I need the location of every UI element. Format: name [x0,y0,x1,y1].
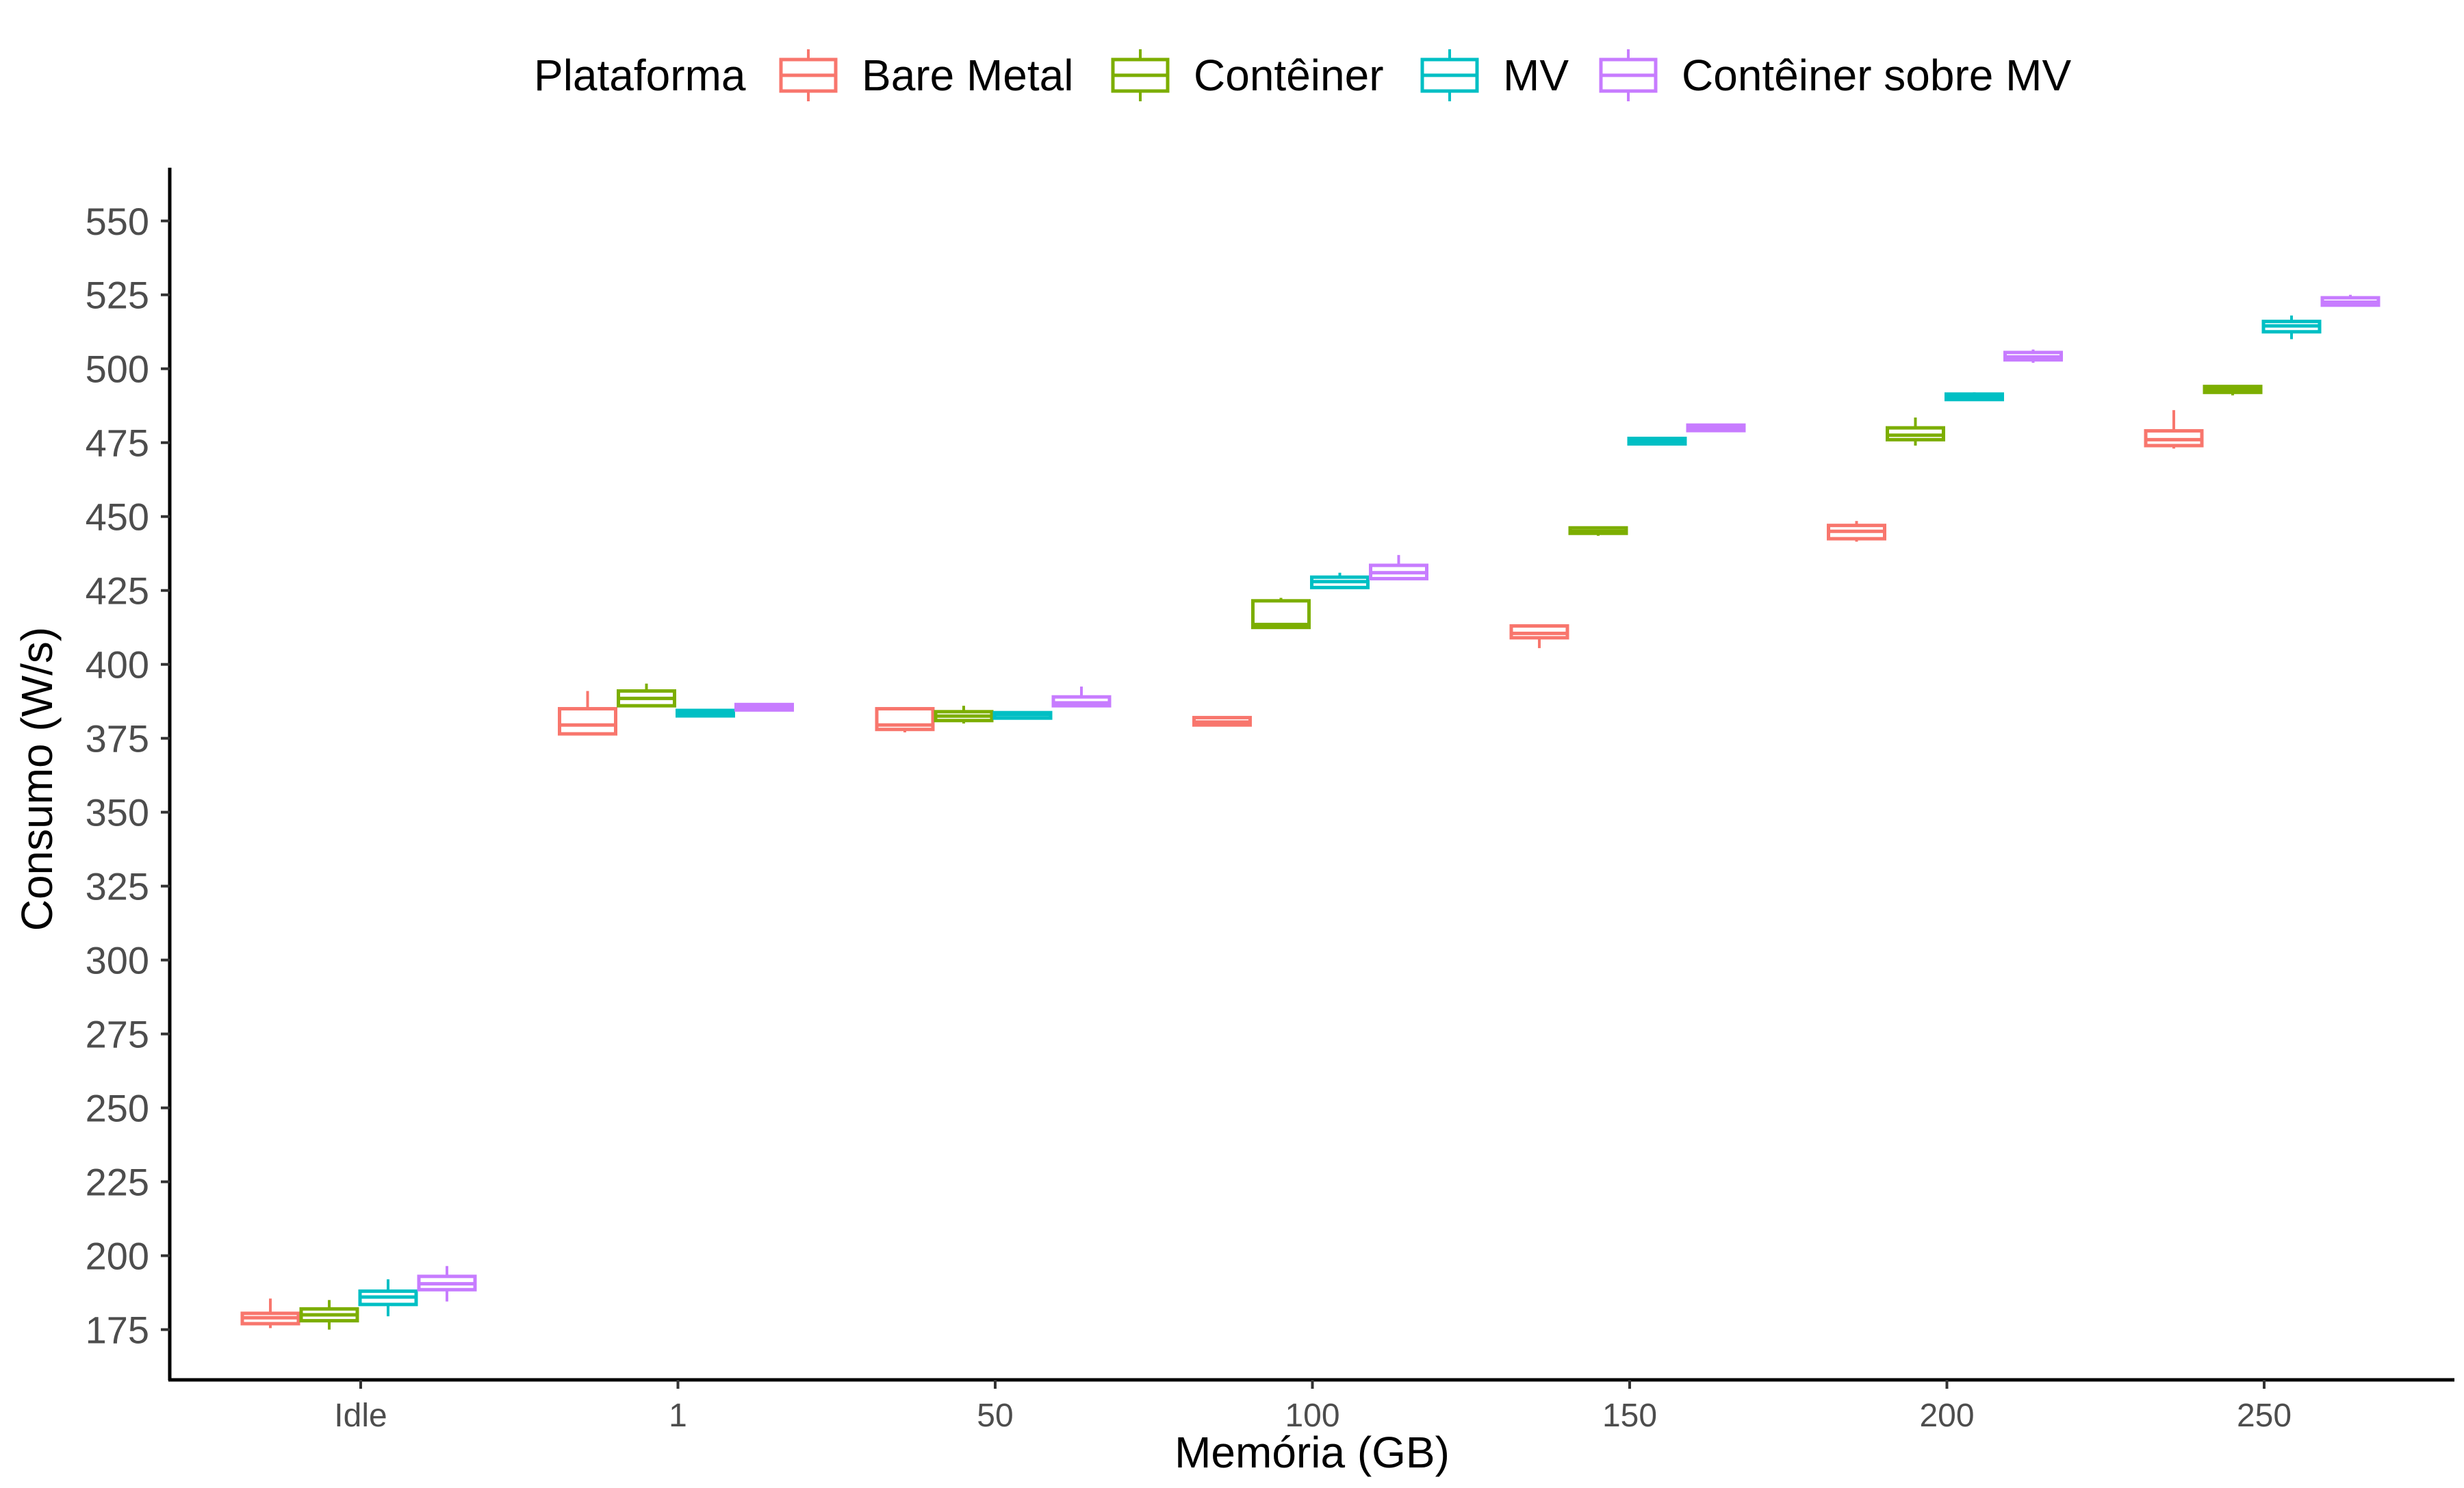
legend-label: Bare Metal [862,51,1073,100]
box [617,683,676,708]
x-tick-label: 250 [2237,1398,2292,1434]
box [1369,554,1428,580]
box [240,1298,300,1329]
box [2144,410,2204,449]
y-tick-label: 525 [86,274,149,317]
y-tick-label: 450 [86,496,149,539]
legend-item: Contêiner [1111,49,1384,101]
y-axis-title: Consumo (W/s) [12,627,62,932]
y-tick-label: 300 [86,939,149,982]
y-tick-label: 400 [86,643,149,687]
box [299,1300,359,1330]
box [417,1266,477,1302]
legend-item: Contêiner sobre MV [1599,49,2071,101]
y-axis: 175 200 225 250 275 300 325 350 375 400 425 450 475 5… [86,168,172,1381]
y-tick-label: 550 [86,200,149,243]
box [1686,423,1746,433]
y-tick-label: 350 [86,791,149,834]
legend-item: MV [1420,49,1569,101]
box [1945,392,2004,402]
box [1827,521,1886,542]
series-2 [358,315,2322,1317]
box-rect [558,706,617,736]
box [2320,294,2380,307]
y-tick-label: 500 [86,348,149,391]
box [558,691,617,736]
legend-label: Contêiner sobre MV [1682,51,2071,100]
box [2261,315,2322,339]
box [1509,624,1569,648]
legend-label: Contêiner [1194,51,1384,100]
plot-area [240,294,2380,1330]
box [1886,417,1945,446]
y-tick-label: 425 [86,569,149,613]
box [1310,572,1370,589]
series-3 [417,294,2380,1302]
box [1192,715,1252,727]
box [1251,598,1311,630]
box [2203,385,2263,396]
box [992,710,1053,720]
y-tick-label: 275 [86,1013,149,1056]
series-0 [240,410,2204,1329]
legend-item: Bare Metal [779,49,1073,101]
box [1051,687,1112,708]
box [934,706,994,724]
box [676,708,735,718]
y-tick-label: 200 [86,1235,149,1278]
x-axis-title: Memória (GB) [1175,1428,1450,1477]
x-tick-label: 150 [1602,1398,1657,1434]
x-tick-label: 1 [669,1398,687,1434]
box [1627,437,1687,446]
legend: Plataforma Bare Metal Contêiner MV Contêine… [534,49,2071,101]
box [358,1279,418,1317]
y-tick-label: 375 [86,717,149,760]
x-tick-label: 200 [1919,1398,1974,1434]
box [875,706,935,733]
legend-items: Bare Metal Contêiner MV Contêiner sobre MV [779,49,2071,101]
y-tick-label: 175 [86,1309,149,1352]
x-axis: Idle 1 50 100 150 200 250 [168,1378,2454,1434]
legend-label: MV [1503,51,1569,100]
x-tick-label: 100 [1285,1398,1339,1434]
y-tick-label: 475 [86,422,149,465]
legend-title: Plataforma [534,51,746,100]
x-tick-label: 50 [977,1398,1013,1434]
box [2003,349,2063,363]
box [734,702,794,712]
y-tick-label: 325 [86,865,149,908]
x-tick-label: Idle [334,1398,387,1434]
y-tick-label: 250 [86,1087,149,1130]
y-tick-label: 225 [86,1161,149,1204]
series-1 [299,385,2263,1330]
box [1568,526,1628,536]
